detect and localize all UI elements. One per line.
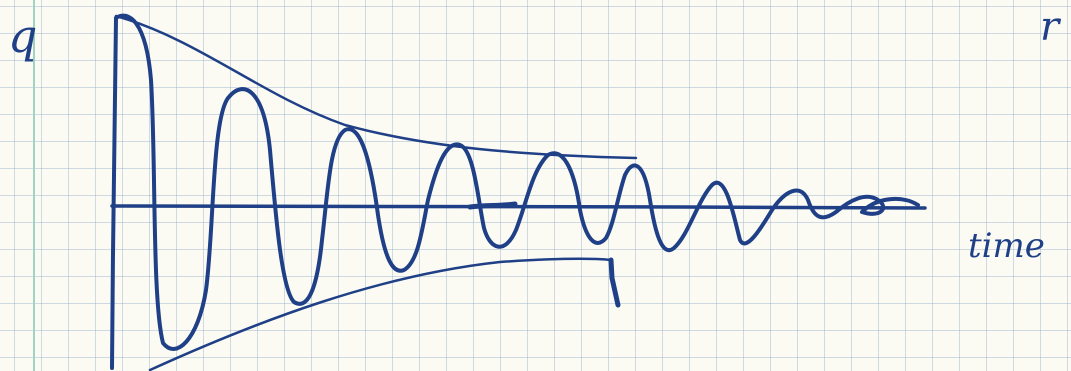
lower-envelope-curve — [148, 257, 613, 371]
time-axis-label: time — [968, 226, 1045, 266]
q-axis-label: q — [8, 9, 37, 63]
envelope-end-tick — [608, 257, 621, 308]
oscillation-curve — [114, 13, 920, 351]
upper-envelope-curve — [114, 14, 638, 160]
corner-mark: r — [1040, 4, 1062, 50]
axis-scribble-mark — [467, 201, 518, 210]
margin-line — [33, 0, 35, 371]
y-axis-line — [110, 16, 118, 370]
x-axis-line — [110, 203, 927, 210]
